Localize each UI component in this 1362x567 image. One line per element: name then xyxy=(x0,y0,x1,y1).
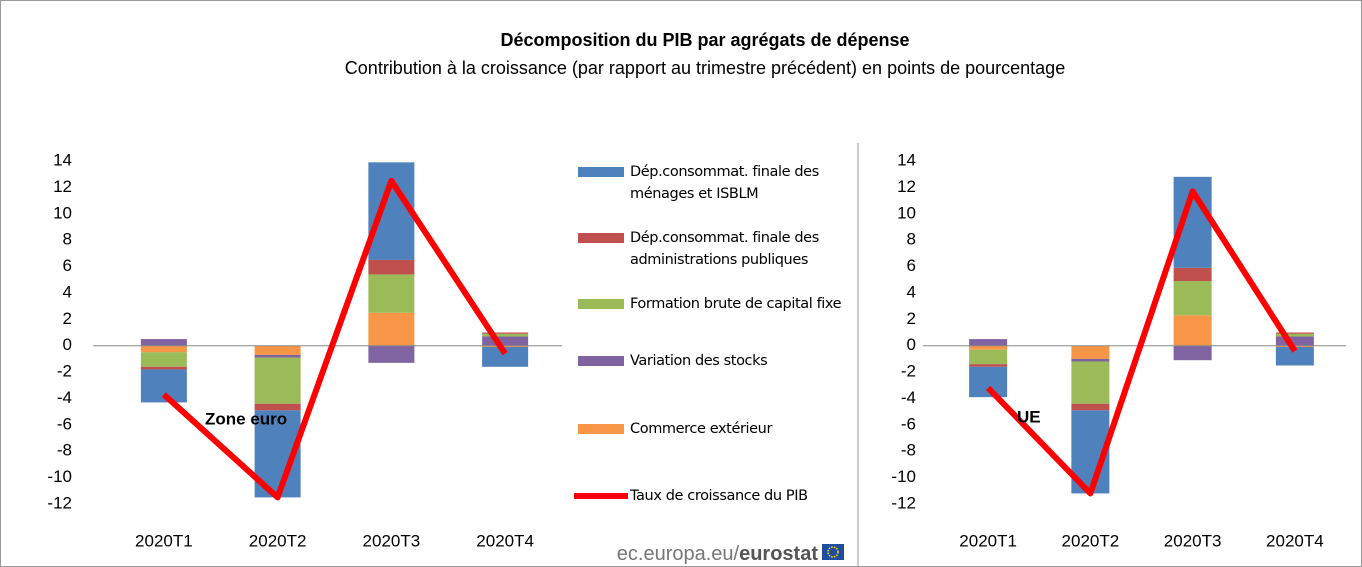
bar-segment xyxy=(482,347,529,367)
bar-segment xyxy=(254,354,301,358)
y-tick-label: -4 xyxy=(57,388,72,407)
bar-segment xyxy=(140,339,187,346)
x-tick-label: 2020T3 xyxy=(363,531,421,550)
bar-segment xyxy=(254,403,301,411)
source: ec.europa.eu/eurostat xyxy=(617,543,819,565)
chart-title: Décomposition du PIB par agrégats de dép… xyxy=(500,30,909,50)
y-tick-label: 14 xyxy=(53,150,72,169)
bar-segment xyxy=(140,366,187,370)
y-tick-label: -10 xyxy=(891,467,916,486)
legend-swatch xyxy=(578,233,624,243)
y-tick-label: -8 xyxy=(57,441,72,460)
y-tick-label: 14 xyxy=(897,150,916,169)
y-tick-label: 2 xyxy=(907,309,916,328)
legend-swatch xyxy=(578,167,624,177)
y-tick-label: 4 xyxy=(907,282,916,301)
x-tick-label: 2020T1 xyxy=(959,531,1017,550)
y-tick-label: 10 xyxy=(53,203,72,222)
y-tick-label: 12 xyxy=(897,177,916,196)
bar-segment xyxy=(482,345,529,348)
source-prefix: ec.europa.eu/ xyxy=(617,543,740,565)
gdp-line xyxy=(985,188,1298,497)
bar-segment xyxy=(254,357,301,404)
gdp-line xyxy=(161,177,508,501)
y-tick-label: 6 xyxy=(63,256,72,275)
y-tick-label: -12 xyxy=(891,493,916,512)
y-tick-label: 8 xyxy=(907,230,916,249)
annotation: Zone euro xyxy=(205,409,287,428)
y-tick-label: -6 xyxy=(901,414,916,433)
bar-segment xyxy=(1173,315,1212,346)
bar-segment xyxy=(368,274,415,313)
bar-segment xyxy=(1071,361,1110,404)
y-tick-label: 4 xyxy=(63,282,72,301)
bar-segment xyxy=(368,162,415,260)
legend-entry: Dép.consommat. finale des administration… xyxy=(630,230,819,268)
y-tick-label: 0 xyxy=(907,335,916,354)
bar-segment xyxy=(482,333,529,337)
bar-segment xyxy=(1071,345,1110,359)
bar-segment xyxy=(1275,333,1314,337)
legend-entry: Dép.consommat. finale des ménages et ISB… xyxy=(630,164,819,202)
y-tick-label: -4 xyxy=(901,388,916,407)
bar-segment xyxy=(1173,281,1212,316)
x-tick-label: 2020T4 xyxy=(476,531,534,550)
bar-segment xyxy=(1275,332,1314,334)
bar-segment xyxy=(1071,403,1110,411)
bar-segment xyxy=(1173,345,1212,361)
y-tick-label: 2 xyxy=(63,309,72,328)
legend-entry: Taux de croissance du PIB xyxy=(630,488,808,504)
bar-segment xyxy=(1173,267,1212,282)
y-tick-label: 12 xyxy=(53,177,72,196)
bar-segment xyxy=(368,312,415,346)
bar-segment xyxy=(1275,347,1314,366)
bar-segment xyxy=(140,345,187,353)
y-tick-label: 0 xyxy=(63,335,72,354)
y-tick-label: -2 xyxy=(901,362,916,381)
y-tick-label: -6 xyxy=(57,414,72,433)
y-tick-label: 10 xyxy=(897,203,916,222)
bar-segment xyxy=(969,339,1008,346)
bar-segment xyxy=(1071,358,1110,362)
x-tick-label: 2020T3 xyxy=(1164,531,1222,550)
y-tick-label: 8 xyxy=(63,230,72,249)
x-tick-label: 2020T4 xyxy=(1266,531,1324,550)
eu-stars xyxy=(827,546,839,558)
legend-entry: Formation brute de capital fixe xyxy=(630,296,842,312)
y-tick-label: -8 xyxy=(901,441,916,460)
bar-segment xyxy=(969,366,1008,398)
x-tick-label: 2020T1 xyxy=(135,531,193,550)
chart-subtitle: Contribution à la croissance (par rappor… xyxy=(345,58,1065,78)
bar-segment xyxy=(482,336,529,346)
legend-entry: Commerce extérieur xyxy=(630,421,773,437)
bar-segment xyxy=(1275,336,1314,346)
bar-segment xyxy=(482,332,529,334)
y-tick-label: -10 xyxy=(47,467,72,486)
x-tick-label: 2020T2 xyxy=(249,531,307,550)
bar-segment xyxy=(969,349,1008,365)
y-tick-label: 6 xyxy=(907,256,916,275)
source-brand: eurostat xyxy=(739,543,818,565)
bar-segment xyxy=(969,345,1008,350)
eu-flag xyxy=(822,544,844,560)
x-tick-label: 2020T2 xyxy=(1062,531,1120,550)
bar-segment xyxy=(969,364,1008,367)
bar-segment xyxy=(140,352,187,367)
bar-segment xyxy=(254,345,301,355)
legend-entry: Variation des stocks xyxy=(630,353,768,369)
bar-segment xyxy=(368,345,415,363)
annotation: UE xyxy=(1017,407,1041,426)
y-tick-label: -12 xyxy=(47,493,72,512)
bar-segment xyxy=(368,259,415,275)
legend-swatch xyxy=(578,299,624,309)
y-tick-label: -2 xyxy=(57,362,72,381)
legend-swatch xyxy=(578,424,624,434)
legend-swatch xyxy=(578,356,624,366)
